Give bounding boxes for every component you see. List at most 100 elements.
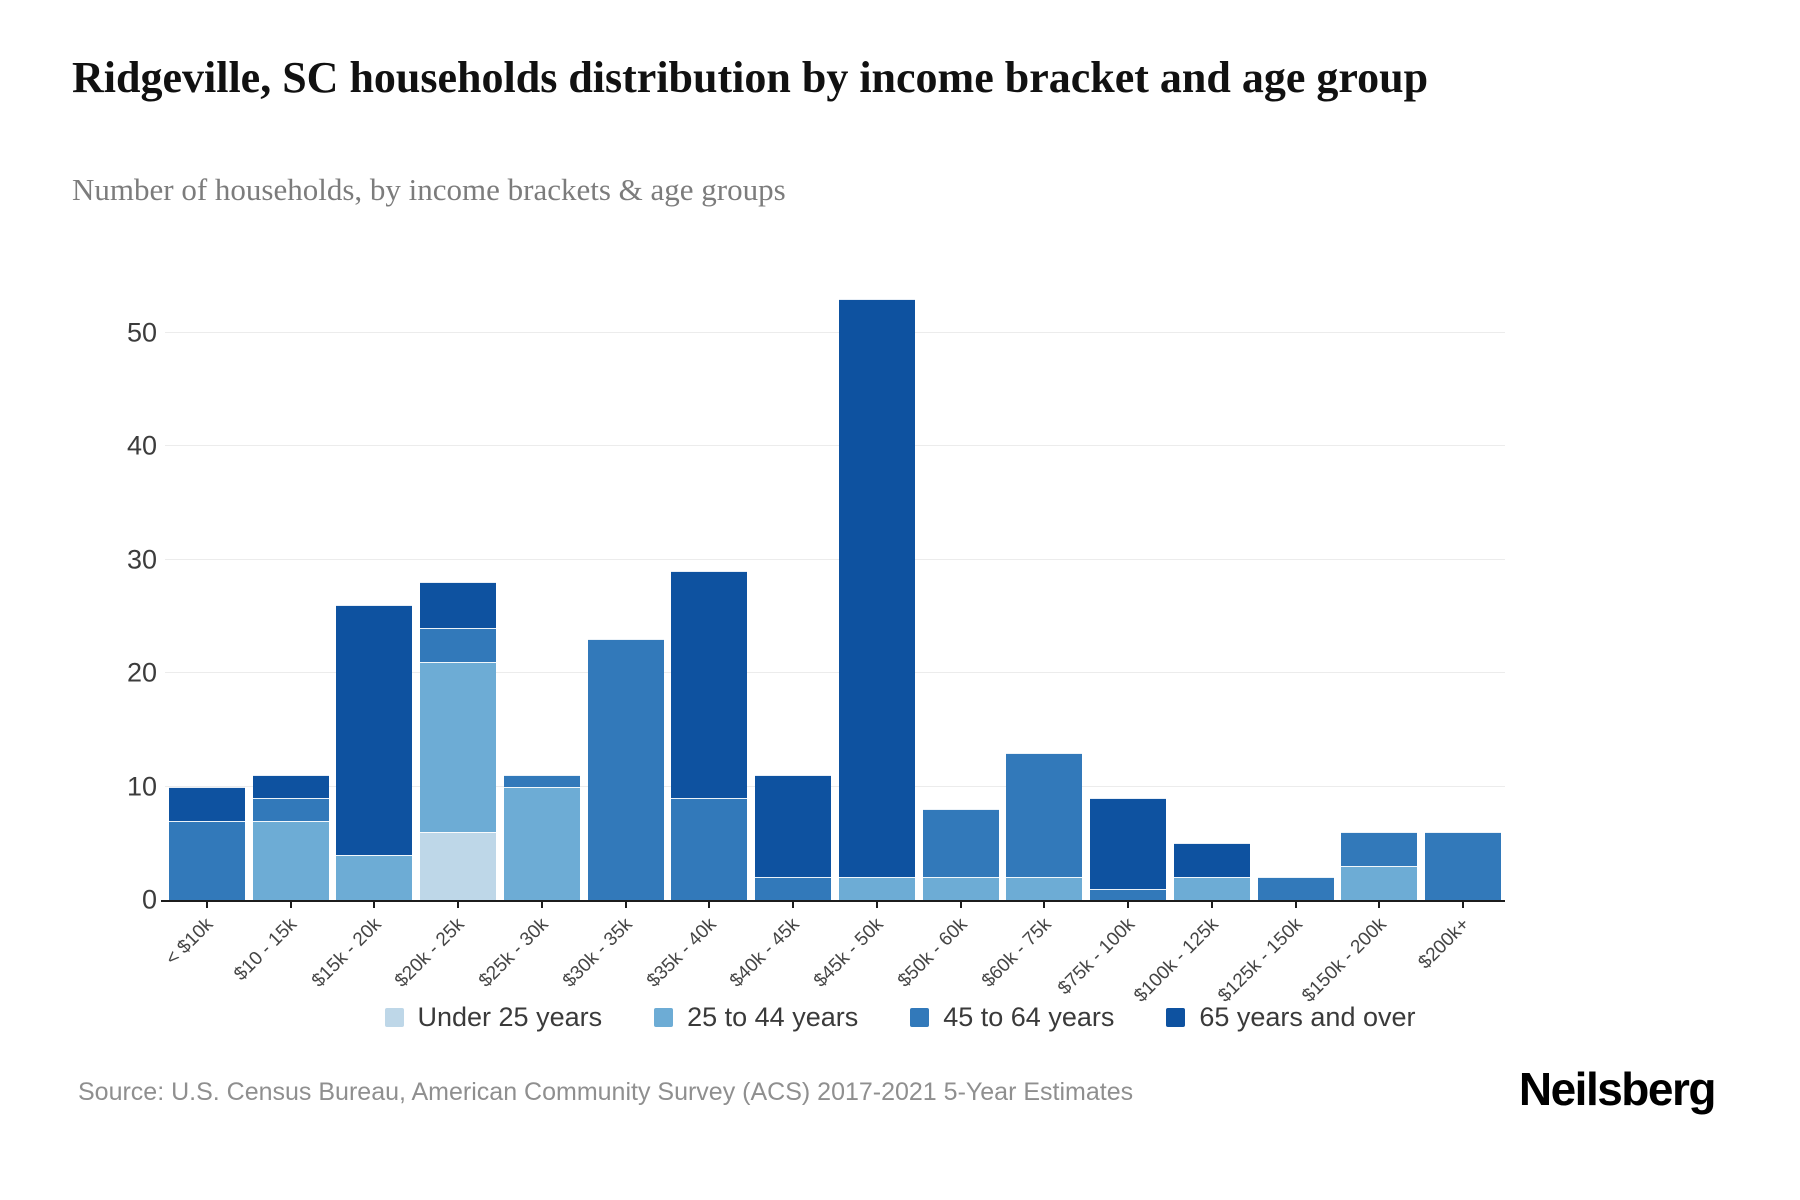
bar--30k-35k[interactable] (587, 639, 664, 900)
x-tick-label: $200k+ (1414, 914, 1474, 974)
y-tick-label: 50 (126, 317, 157, 348)
x-tick-mark (540, 900, 543, 908)
x-tick-mark (457, 900, 460, 908)
x-tick-mark (792, 900, 795, 908)
bar-segment[interactable] (1173, 877, 1250, 900)
bar-segment[interactable] (1257, 877, 1334, 900)
bar-segment[interactable] (420, 627, 497, 662)
x-tick-label: $100k - 125k (1130, 914, 1223, 1007)
legend-label: 65 years and over (1199, 1002, 1416, 1032)
bar--60k-75k[interactable] (1006, 752, 1083, 900)
bar--45k-50k[interactable] (838, 298, 915, 900)
x-tick-mark (1294, 900, 1297, 908)
bar-segment[interactable] (1006, 752, 1083, 878)
bar-segment[interactable] (503, 786, 580, 900)
bar-segment[interactable] (1173, 843, 1250, 878)
x-tick-mark (1043, 900, 1046, 908)
bar-segment[interactable] (671, 797, 748, 900)
x-tick-label: $150k - 200k (1297, 914, 1391, 1007)
legend-label: Under 25 years (417, 1002, 603, 1032)
bar-segment[interactable] (420, 831, 497, 900)
bar-segment[interactable] (420, 661, 497, 832)
y-tick-label: 0 (141, 884, 157, 915)
bar--150k-200k[interactable] (1341, 831, 1418, 900)
bar-segment[interactable] (1425, 831, 1502, 900)
x-tick-label: $60k - 75k (977, 914, 1056, 992)
bar-segment[interactable] (1341, 865, 1418, 900)
x-tick-mark (708, 900, 711, 908)
bar-segment[interactable] (336, 854, 413, 900)
bar-segment[interactable] (1341, 831, 1418, 866)
x-tick-mark (289, 900, 292, 908)
bar-segment[interactable] (252, 797, 329, 821)
x-tick-label: $45k - 50k (810, 914, 888, 992)
bar--40k-45k[interactable] (755, 775, 832, 900)
bar--10k[interactable] (168, 786, 245, 900)
x-tick-mark (1127, 900, 1130, 908)
x-tick-label: $10 - 15k (230, 914, 302, 985)
legend-swatch-icon (910, 1008, 930, 1027)
bar--75k-100k[interactable] (1090, 797, 1167, 900)
bar-segment[interactable] (671, 571, 748, 798)
legend-swatch-icon (1166, 1008, 1186, 1027)
legend-item-25-to-44-years[interactable]: 25 to 44 years (654, 1002, 858, 1033)
x-tick-mark (1378, 900, 1381, 908)
legend-swatch-icon (654, 1008, 674, 1027)
bar-segment[interactable] (168, 820, 245, 900)
bar-segment[interactable] (838, 298, 915, 878)
bar-segment[interactable] (755, 877, 832, 900)
x-tick-label: < $10k (162, 914, 218, 970)
legend-label: 45 to 64 years (943, 1002, 1115, 1032)
bar-segment[interactable] (420, 582, 497, 628)
bar-segment[interactable] (922, 809, 999, 878)
legend-label: 25 to 44 years (687, 1002, 859, 1032)
bar-segment[interactable] (252, 820, 329, 900)
x-tick-label: $40k - 45k (726, 914, 804, 992)
legend-item-under-25-years[interactable]: Under 25 years (384, 1002, 603, 1033)
bar--50k-60k[interactable] (922, 809, 999, 900)
x-tick-mark (624, 900, 627, 908)
gridline-y20 (165, 672, 1505, 674)
bar-segment[interactable] (838, 877, 915, 900)
y-tick-label: 10 (126, 771, 157, 802)
x-tick-mark (1462, 900, 1465, 908)
legend-item-65-years-and-over[interactable]: 65 years and over (1166, 1002, 1416, 1033)
x-tick-label: $35k - 40k (642, 914, 721, 992)
bar-segment[interactable] (1006, 877, 1083, 900)
bar-segment[interactable] (1090, 888, 1167, 900)
bar-segment[interactable] (1090, 797, 1167, 889)
x-tick-mark (373, 900, 376, 908)
bar--20k-25k[interactable] (420, 582, 497, 900)
bar-segment[interactable] (503, 775, 580, 787)
gridline-y30 (165, 558, 1505, 560)
bar-segment[interactable] (336, 605, 413, 855)
x-tick-label: $75k - 100k (1053, 914, 1139, 1000)
bar-segment[interactable] (755, 775, 832, 878)
bar--200k-[interactable] (1425, 831, 1502, 900)
plot-area (161, 283, 1505, 908)
legend-item-45-to-64-years[interactable]: 45 to 64 years (910, 1002, 1114, 1033)
chart-legend: Under 25 years 25 to 44 years 45 to 64 yea… (60, 1002, 1740, 1033)
y-tick-label: 20 (126, 657, 157, 688)
bar-segment[interactable] (922, 877, 999, 900)
legend-swatch-icon (384, 1008, 404, 1027)
bar-segment[interactable] (168, 786, 245, 821)
x-tick-label: $20k - 25k (391, 914, 469, 992)
bar-segment[interactable] (252, 775, 329, 798)
chart-title: Ridgeville, SC households distribution b… (72, 53, 1429, 102)
bar--35k-40k[interactable] (671, 571, 748, 900)
bar--100k-125k[interactable] (1173, 843, 1250, 900)
bar--10-15k[interactable] (252, 775, 329, 900)
chart-subtitle: Number of households, by income brackets… (72, 172, 786, 207)
bar--125k-150k[interactable] (1257, 877, 1334, 900)
source-text: Source: U.S. Census Bureau, American Com… (78, 1078, 1134, 1106)
gridline-y10 (165, 785, 1505, 787)
x-axis-line (161, 900, 1505, 902)
gridline-y40 (165, 445, 1505, 447)
bar--25k-30k[interactable] (503, 775, 580, 900)
bar--15k-20k[interactable] (336, 605, 413, 900)
gridline-y50 (165, 331, 1505, 333)
bar-segment[interactable] (587, 639, 664, 900)
